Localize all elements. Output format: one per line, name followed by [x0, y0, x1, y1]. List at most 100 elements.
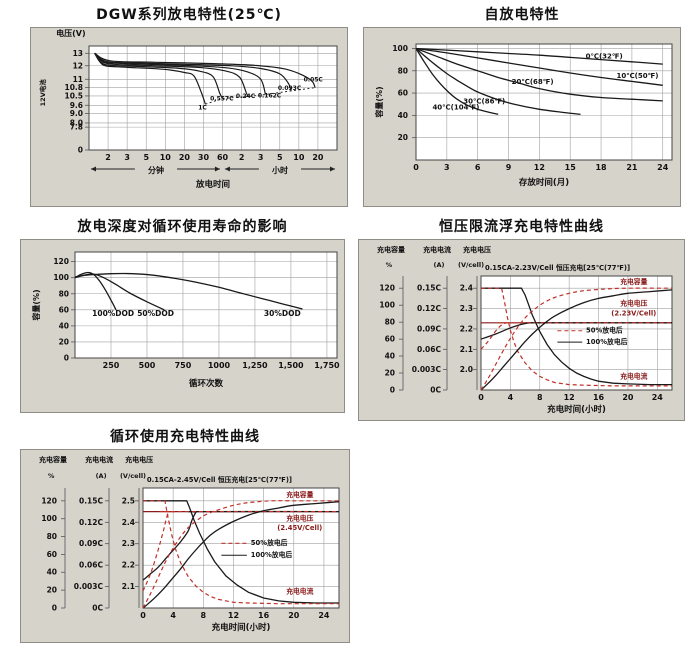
svg-text:0.15C: 0.15C — [417, 284, 442, 293]
svg-text:3: 3 — [444, 163, 450, 172]
svg-text:0.15CA-2.23V/Cell 恒压充电[25℃(77℉: 0.15CA-2.23V/Cell 恒压充电[25℃(77℉)] — [485, 263, 630, 272]
svg-text:0: 0 — [390, 386, 395, 395]
svg-text:100: 100 — [379, 301, 395, 310]
svg-text:(A): (A) — [433, 261, 444, 269]
svg-text:9: 9 — [506, 163, 512, 172]
svg-text:250: 250 — [103, 361, 120, 370]
svg-text:40℃(104℉): 40℃(104℉) — [432, 103, 479, 111]
svg-text:充电电压: 充电电压 — [463, 245, 491, 254]
discharge-chart-title: DGW系列放电特性(25℃) — [96, 7, 282, 23]
svg-text:50%放电后: 50%放电后 — [586, 325, 623, 334]
cycle-charge-chart-title: 循环使用充电特性曲线 — [110, 429, 260, 445]
svg-text:存放时间(月): 存放时间(月) — [518, 177, 569, 188]
svg-text:充电电流: 充电电流 — [286, 587, 313, 596]
svg-text:60: 60 — [398, 89, 408, 98]
svg-text:8: 8 — [201, 611, 207, 620]
svg-text:0.15C: 0.15C — [79, 496, 104, 505]
discharge-chart-box: 2 3 5 10 20 30 60 2 3 5 10 20 13 12 11 10.8 10.5 9.6 9.0 8.… — [30, 27, 348, 207]
svg-text:60: 60 — [59, 305, 69, 314]
svg-text:20: 20 — [179, 153, 191, 162]
svg-text:容量(%): 容量(%) — [374, 86, 384, 118]
svg-text:充电容量: 充电容量 — [39, 455, 67, 464]
svg-text:(2.45V/Cell): (2.45V/Cell) — [277, 524, 322, 532]
svg-text:容量(%): 容量(%) — [31, 289, 41, 321]
dod-cycle-life-chart: 250 500 750 1000 1,250 1,500 1,750 120 100 80 60 40… — [31, 251, 340, 389]
svg-text:电压(V): 电压(V) — [56, 28, 86, 38]
svg-text:充电容量: 充电容量 — [377, 245, 405, 254]
svg-text:21: 21 — [626, 163, 638, 172]
svg-text:11: 11 — [73, 75, 83, 84]
svg-text:30%DOD: 30%DOD — [264, 309, 301, 318]
svg-text:50%DOD: 50%DOD — [137, 309, 174, 318]
svg-text:3: 3 — [124, 153, 130, 162]
svg-text:80: 80 — [59, 289, 69, 298]
svg-text:20: 20 — [59, 337, 69, 346]
svg-text:2.4: 2.4 — [460, 284, 473, 293]
svg-text:0.12C: 0.12C — [417, 304, 442, 313]
svg-text:10℃(50℉): 10℃(50℉) — [616, 72, 658, 80]
svg-text:10.8: 10.8 — [64, 83, 83, 92]
self-discharge-chart-title: 自放电特性 — [484, 7, 560, 23]
panel-discharge: DGW系列放电特性(25℃) 2 3 5 10 20 30 60 2 3 5 10 20 13 12 11 1… — [30, 4, 348, 207]
panel-dod-cycle-life: 放电深度对循环使用寿命的影响 250 500 750 1000 1,250 1,500 1,… — [20, 216, 345, 413]
svg-text:100%DOD: 100%DOD — [92, 309, 134, 318]
svg-text:1,250: 1,250 — [242, 361, 268, 370]
svg-text:120: 120 — [379, 284, 395, 293]
svg-text:9.6: 9.6 — [70, 101, 83, 110]
svg-text:50%放电后: 50%放电后 — [251, 538, 288, 547]
svg-text:2.3: 2.3 — [460, 304, 473, 313]
svg-text:0C: 0C — [430, 386, 441, 395]
svg-text:2.1: 2.1 — [460, 345, 473, 354]
svg-text:13: 13 — [73, 49, 83, 58]
svg-text:7.8: 7.8 — [70, 123, 83, 132]
svg-text:0℃(32℉): 0℃(32℉) — [586, 53, 623, 61]
svg-text:80: 80 — [47, 532, 57, 541]
svg-text:4: 4 — [508, 393, 514, 402]
svg-text:(A): (A) — [96, 472, 107, 480]
svg-text:0.06C: 0.06C — [79, 561, 104, 570]
svg-text:10: 10 — [160, 153, 172, 162]
svg-text:充电时间(小时): 充电时间(小时) — [212, 622, 271, 633]
svg-text:充电电流: 充电电流 — [423, 245, 451, 254]
svg-text:60: 60 — [47, 550, 57, 559]
svg-text:2: 2 — [105, 153, 111, 162]
svg-text:2.4: 2.4 — [122, 518, 135, 527]
svg-text:0C: 0C — [92, 604, 103, 613]
svg-text:小时: 小时 — [271, 165, 288, 175]
svg-text:0: 0 — [64, 354, 69, 363]
svg-text:2.3: 2.3 — [122, 539, 135, 548]
svg-text:2.5: 2.5 — [122, 496, 135, 505]
svg-text:12: 12 — [564, 393, 575, 402]
svg-text:循环次数: 循环次数 — [189, 378, 224, 389]
float-charge-chart-title: 恒压限流浮充电特性曲线 — [439, 219, 604, 235]
svg-text:2.0: 2.0 — [460, 365, 473, 374]
svg-text:20: 20 — [398, 133, 408, 142]
svg-text:20: 20 — [288, 611, 300, 620]
svg-text:0.003C: 0.003C — [74, 582, 104, 591]
svg-text:6: 6 — [475, 163, 481, 172]
svg-text:充电电流: 充电电流 — [620, 372, 647, 381]
svg-text:3: 3 — [258, 153, 264, 162]
svg-text:0.15CA-2.45V/Cell 恒压充电[25℃(77℉: 0.15CA-2.45V/Cell 恒压充电[25℃(77℉)] — [147, 475, 292, 484]
svg-text:100: 100 — [53, 273, 69, 282]
svg-text:充电电压: 充电电压 — [125, 455, 153, 464]
svg-text:500: 500 — [139, 361, 156, 370]
svg-text:0.05C: 0.05C — [304, 76, 324, 83]
svg-text:分钟: 分钟 — [148, 165, 164, 175]
panel-cycle-charge: 循环使用充电特性曲线 0 4 8 12 16 20 24 120 100 80 60 40 20 0 0.1… — [20, 426, 350, 643]
svg-text:(2.23V/Cell): (2.23V/Cell) — [611, 309, 656, 317]
svg-text:9.0: 9.0 — [70, 109, 83, 118]
float-charge-chart-box: 0 4 8 12 16 20 24 120 100 80 60 40 20 0 0.15C 0.12C 0.09… — [358, 239, 685, 421]
svg-text:12: 12 — [228, 611, 239, 620]
svg-text:%: % — [48, 472, 55, 480]
svg-text:充电容量: 充电容量 — [286, 490, 313, 499]
svg-text:30℃(86℉): 30℃(86℉) — [463, 98, 505, 106]
svg-text:24: 24 — [657, 163, 669, 172]
svg-text:充电电压: 充电电压 — [286, 513, 313, 522]
svg-text:20: 20 — [622, 393, 634, 402]
svg-text:0: 0 — [78, 146, 83, 155]
svg-text:60: 60 — [217, 153, 229, 162]
svg-text:20: 20 — [312, 153, 324, 162]
svg-text:0.12C: 0.12C — [79, 518, 104, 527]
svg-text:20: 20 — [385, 369, 395, 378]
